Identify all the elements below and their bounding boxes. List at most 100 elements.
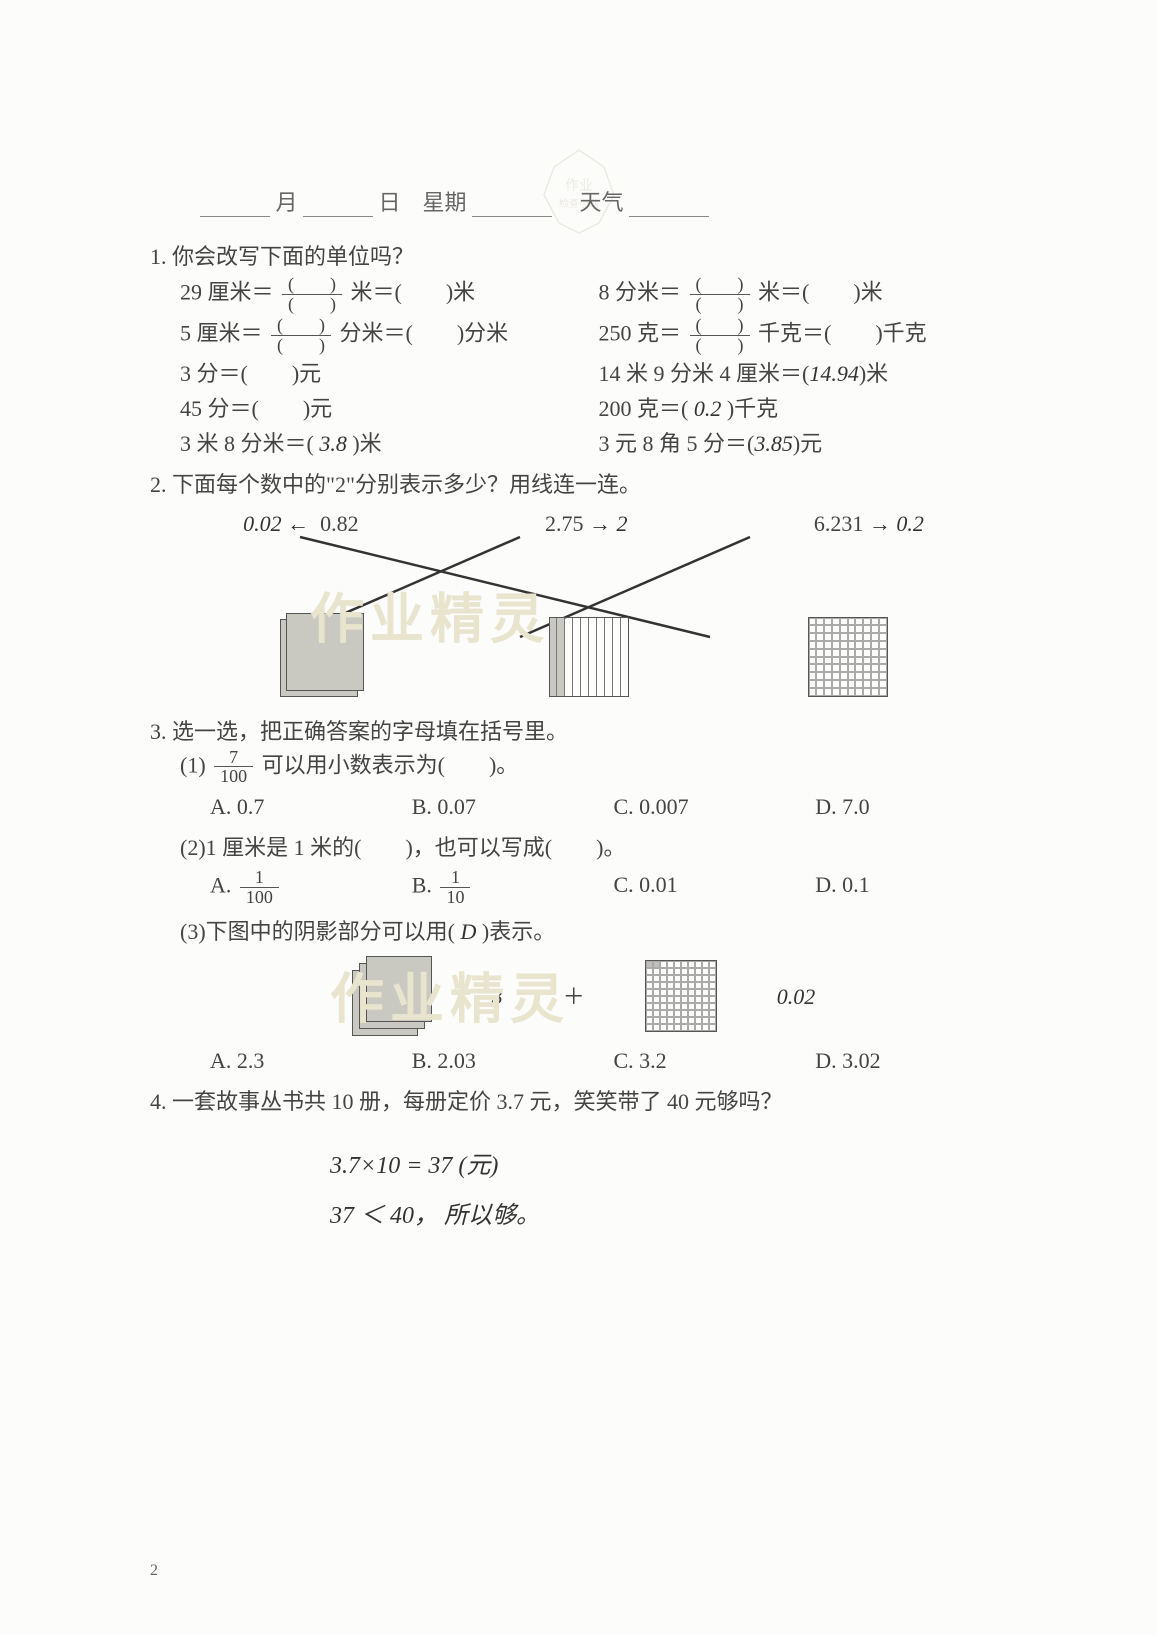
q2-i1-note: 0.02 ← xyxy=(243,511,309,536)
q3s3-suf: )表示。 xyxy=(476,919,555,944)
choice-c[interactable]: C. 0.007 xyxy=(614,790,816,823)
q1-line2-left: 45 分＝( )元 xyxy=(180,392,599,425)
q2-fig-tenths xyxy=(549,617,629,697)
q1-line1-left: 3 分＝( )元 xyxy=(180,357,599,390)
plus-icon: ＋ xyxy=(563,980,585,1013)
q3-sub2-choices: A. 1100 B. 110 C. 0.01 D. 0.1 xyxy=(210,868,1017,907)
q1-l2-r-ans: 0.2 xyxy=(694,396,722,421)
choice-d[interactable]: D. 7.0 xyxy=(815,790,1017,823)
q1-line1-right: 14 米 9 分米 4 厘米＝(14.94)米 xyxy=(599,357,1018,390)
choice-a[interactable]: A. 1100 xyxy=(210,868,412,907)
q3s3-left-note: 3 xyxy=(492,980,503,1013)
q1-r1-l-unit: 米＝( )米 xyxy=(351,279,476,304)
q3-sub3: (3)下图中的阴影部分可以用( D )表示。 xyxy=(180,915,1017,948)
q3-sub3-choices: A. 2.3 B. 2.03 C. 3.2 D. 3.02 xyxy=(210,1044,1017,1077)
choice-a[interactable]: A. 2.3 xyxy=(210,1044,412,1077)
q1-row2-right: 250 克＝ ( )( ) 千克＝( )千克 xyxy=(599,316,1018,355)
q1-l1-r-ans: 14.94 xyxy=(809,361,859,386)
q3s3-fig-three-squares xyxy=(352,956,432,1036)
q3-sub1: (1) 7100 可以用小数表示为( )。 xyxy=(180,748,1017,787)
q3-sub1-choices: A. 0.7 B. 0.07 C. 0.007 D. 7.0 xyxy=(210,790,1017,823)
q1-r2-l-unit: 分米＝( )分米 xyxy=(340,320,509,345)
q1-l1-r-pre: 14 米 9 分米 4 厘米＝( xyxy=(599,361,810,386)
q3s3-fig-hundredths xyxy=(645,960,717,1032)
q2-i1-num: 0.82 xyxy=(320,511,359,536)
q2-match-area: 0.02 ← 0.82 2.75 → 2 6.231 → 0.2 xyxy=(150,507,1017,707)
q1-line3-left: 3 米 8 分米＝( 3.8 )米 xyxy=(180,427,599,460)
q1-l1-r-suf: )米 xyxy=(859,361,888,386)
q3s2-b-den: 10 xyxy=(440,887,470,907)
q2-item-2: 2.75 → 2 xyxy=(545,507,628,540)
q2-item-3: 6.231 → 0.2 xyxy=(814,507,924,540)
q1-row2-left: 5 厘米＝ ( )( ) 分米＝( )分米 xyxy=(180,316,599,355)
q2-fig-two-squares xyxy=(280,607,370,697)
choice-d[interactable]: D. 3.02 xyxy=(815,1044,1017,1077)
choice-d[interactable]: D. 0.1 xyxy=(815,868,1017,907)
date-header: 月 日 星期 天气 xyxy=(200,185,957,217)
q3s2-b-num: 1 xyxy=(440,868,470,887)
q2-item-1: 0.02 ← 0.82 xyxy=(243,507,359,540)
q4-title: 4. 一套故事丛书共 10 册，每册定价 3.7 元，笑笑带了 40 元够吗？ xyxy=(150,1085,1017,1118)
weekday-label: 星期 xyxy=(423,190,467,215)
q1-r1-l-prefix: 29 厘米＝ xyxy=(180,279,274,304)
q3s1-suf: 可以用小数表示为( )。 xyxy=(262,752,519,777)
month-label: 月 xyxy=(276,190,298,215)
q3s1-num: 7 xyxy=(214,748,253,767)
q3s2-a-den: 100 xyxy=(240,887,279,907)
q1-row1-left: 29 厘米＝ ( )( ) 米＝( )米 xyxy=(180,275,599,314)
q2-i3-note: → 0.2 xyxy=(869,511,924,536)
choice-b[interactable]: B. 2.03 xyxy=(412,1044,614,1077)
question-2: 2. 下面每个数中的"2"分别表示多少？用线连一连。 0.02 ← 0.82 2… xyxy=(150,468,1017,707)
q2-i3-num: 6.231 xyxy=(814,511,864,536)
q1-r2-r-prefix: 250 克＝ xyxy=(599,320,682,345)
q1-l3-l-pre: 3 米 8 分米＝( xyxy=(180,431,319,456)
q1-line2-right: 200 克＝( 0.2 )千克 xyxy=(599,392,1018,425)
q1-title: 1. 你会改写下面的单位吗？ xyxy=(150,240,1017,273)
q1-l3-l-suf: )米 xyxy=(347,431,382,456)
q1-row1-right: 8 分米＝ ( )( ) 米＝( )米 xyxy=(599,275,1018,314)
choice-b[interactable]: B. 0.07 xyxy=(412,790,614,823)
q2-i2-num: 2.75 xyxy=(545,511,584,536)
weekday-blank[interactable] xyxy=(472,197,552,217)
q4-work-line2: 37 ＜ 40， 所以够。 xyxy=(330,1198,1017,1234)
day-blank[interactable] xyxy=(303,197,373,217)
q1-l3-r-pre: 3 元 8 角 5 分＝( xyxy=(599,431,755,456)
q4-work-line1: 3.7×10 = 37 (元) xyxy=(330,1148,1017,1184)
question-4: 4. 一套故事丛书共 10 册，每册定价 3.7 元，笑笑带了 40 元够吗？ … xyxy=(150,1085,1017,1234)
weather-blank[interactable] xyxy=(629,197,709,217)
q2-title: 2. 下面每个数中的"2"分别表示多少？用线连一连。 xyxy=(150,468,1017,501)
q1-r2-l-prefix: 5 厘米＝ xyxy=(180,320,263,345)
q1-l2-r-suf: )千克 xyxy=(721,396,778,421)
choice-b[interactable]: B. 110 xyxy=(412,868,614,907)
q3s1-pre: (1) xyxy=(180,752,206,777)
q3-sub2: (2)1 厘米是 1 米的( )，也可以写成( )。 xyxy=(180,831,1017,864)
q3-title: 3. 选一选，把正确答案的字母填在括号里。 xyxy=(150,715,1017,748)
q1-line3-right: 3 元 8 角 5 分＝(3.85)元 xyxy=(599,427,1018,460)
choice-c[interactable]: C. 3.2 xyxy=(614,1044,816,1077)
q1-r1-r-unit: 米＝( )米 xyxy=(758,279,883,304)
question-3: 3. 选一选，把正确答案的字母填在括号里。 (1) 7100 可以用小数表示为(… xyxy=(150,715,1017,1078)
choice-a[interactable]: A. 0.7 xyxy=(210,790,412,823)
choice-c[interactable]: C. 0.01 xyxy=(614,868,816,907)
q3s2-a-label: A. xyxy=(210,873,231,898)
q3s2-b-label: B. xyxy=(412,873,432,898)
q1-l3-l-ans: 3.8 xyxy=(319,431,347,456)
q1-l3-r-suf: )元 xyxy=(793,431,822,456)
q3s3-pre: (3)下图中的阴影部分可以用( xyxy=(180,919,460,944)
q2-fig-hundredths xyxy=(808,617,888,697)
content: 1. 你会改写下面的单位吗？ 29 厘米＝ ( )( ) 米＝( )米 8 分米… xyxy=(150,240,1017,1234)
question-1: 1. 你会改写下面的单位吗？ 29 厘米＝ ( )( ) 米＝( )米 8 分米… xyxy=(150,240,1017,460)
q1-l2-r-pre: 200 克＝( xyxy=(599,396,694,421)
q3s3-right-note: 0.02 xyxy=(777,980,816,1013)
page: 作业 检查小助 月 日 星期 天气 1. 你会改写下面的单位吗？ 29 厘米＝ … xyxy=(0,0,1157,1635)
weather-label: 天气 xyxy=(580,190,624,215)
q3s1-den: 100 xyxy=(214,766,253,786)
q1-l3-r-ans: 3.85 xyxy=(754,431,793,456)
q1-r2-r-unit: 千克＝( )千克 xyxy=(758,320,927,345)
q3s3-ans: D xyxy=(460,919,476,944)
q3-sub3-figure: 3 ＋ 0.02 xyxy=(150,956,1017,1036)
day-label: 日 xyxy=(379,190,401,215)
page-number: 2 xyxy=(150,1562,158,1580)
month-blank[interactable] xyxy=(200,197,270,217)
q4-work: 3.7×10 = 37 (元) 37 ＜ 40， 所以够。 xyxy=(330,1148,1017,1234)
